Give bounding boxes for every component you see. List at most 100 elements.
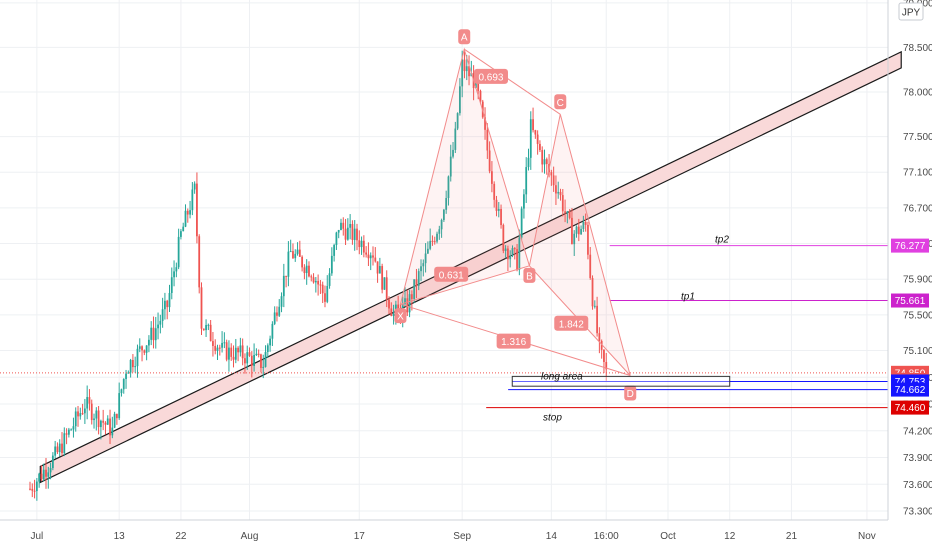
trend-channel[interactable] — [39, 50, 902, 484]
candle — [168, 284, 171, 313]
candle — [159, 314, 162, 334]
price-axis[interactable]: 73.30073.60073.90074.20074.50074.80075.1… — [903, 0, 932, 518]
long-area-box[interactable] — [511, 375, 731, 387]
candle — [458, 78, 461, 116]
price-levels[interactable] — [0, 245, 888, 409]
stop-annotation: stop — [543, 413, 562, 424]
candle — [287, 241, 290, 287]
grid-lines — [0, 0, 888, 520]
candle — [449, 144, 452, 182]
svg-text:B: B — [526, 271, 533, 282]
candle — [134, 356, 137, 373]
candle — [543, 149, 546, 174]
price-tick: 73.900 — [903, 453, 932, 464]
candle — [372, 246, 374, 266]
harmonic-triangle-xab[interactable] — [399, 47, 531, 305]
time-tick: 21 — [786, 531, 798, 542]
currency-badge[interactable]: JPY — [898, 2, 924, 21]
candle — [230, 343, 233, 361]
candle — [90, 399, 93, 425]
time-tick: Sep — [453, 531, 471, 542]
candle — [40, 465, 43, 482]
candle — [340, 218, 342, 231]
candle — [559, 188, 562, 201]
candle — [255, 348, 258, 357]
candle — [367, 242, 370, 267]
candle — [388, 296, 390, 315]
candle — [335, 231, 338, 250]
candle — [397, 295, 400, 309]
candle — [118, 382, 121, 420]
candle — [191, 182, 194, 216]
time-axis[interactable]: Jul 13 22 Aug 17 Sep 14 16:00 Oct 12 21 Nov — [30, 531, 875, 542]
candle — [417, 268, 420, 291]
candle — [385, 270, 388, 308]
candle — [305, 259, 308, 285]
long-area-rect[interactable] — [511, 375, 731, 387]
candle — [566, 210, 569, 224]
svg-text:1.316: 1.316 — [501, 337, 526, 348]
harmonic-ratio-label: 1.842 — [554, 315, 589, 331]
candle — [292, 243, 294, 259]
candle — [488, 141, 491, 174]
candle — [404, 287, 406, 307]
time-tick: Oct — [660, 531, 676, 542]
candle — [516, 243, 518, 272]
candle — [111, 416, 114, 439]
candle — [587, 221, 589, 260]
candle — [186, 208, 189, 223]
candle — [568, 209, 571, 220]
candle — [276, 306, 278, 322]
candle — [557, 181, 560, 199]
candle — [504, 245, 507, 259]
candle — [193, 181, 196, 194]
harmonic-point-x[interactable]: X — [394, 308, 407, 324]
candle — [216, 344, 219, 360]
svg-text:74.460: 74.460 — [895, 403, 926, 414]
candle — [246, 345, 249, 370]
candle — [534, 129, 537, 139]
stop-price-label: 74.460 — [891, 400, 929, 415]
candle — [376, 261, 379, 283]
candle — [253, 343, 255, 372]
candle — [484, 107, 486, 140]
harmonic-point-c[interactable]: C — [554, 94, 567, 110]
candle — [161, 297, 164, 328]
candle — [308, 261, 310, 278]
candle — [596, 296, 598, 337]
candle — [415, 268, 418, 299]
candle — [431, 235, 434, 246]
candle — [550, 169, 553, 186]
candle — [148, 335, 150, 353]
candle — [150, 321, 153, 346]
harmonic-point-d[interactable]: D — [624, 385, 637, 401]
candle — [447, 175, 450, 206]
price-tick: 73.600 — [903, 480, 932, 491]
candle — [436, 231, 438, 244]
candle — [207, 323, 210, 331]
candle — [527, 148, 530, 171]
candle — [205, 319, 207, 337]
candle — [234, 338, 237, 364]
candle — [214, 339, 217, 355]
tp2-price-label: 76.277 — [891, 238, 929, 253]
candle — [495, 195, 498, 217]
candle — [328, 268, 331, 289]
candle — [77, 405, 79, 427]
price-tick: 76.700 — [903, 203, 932, 214]
candle — [61, 432, 63, 457]
candle — [104, 421, 107, 435]
candle — [223, 332, 226, 349]
harmonic-point-b[interactable]: B — [523, 267, 536, 283]
harmonic-pattern[interactable]: 0.693 0.631 1.316 1.842 X A B C D — [394, 29, 637, 401]
candle — [536, 130, 539, 155]
harmonic-ratio-label: 1.316 — [496, 333, 531, 349]
price-tick: 77.100 — [903, 168, 932, 179]
candle — [86, 385, 89, 420]
harmonic-point-a[interactable]: A — [458, 29, 471, 45]
candle — [438, 225, 441, 240]
trend-channel-band[interactable] — [39, 50, 902, 484]
svg-text:75.661: 75.661 — [895, 296, 926, 307]
time-tick: 16:00 — [594, 531, 619, 542]
